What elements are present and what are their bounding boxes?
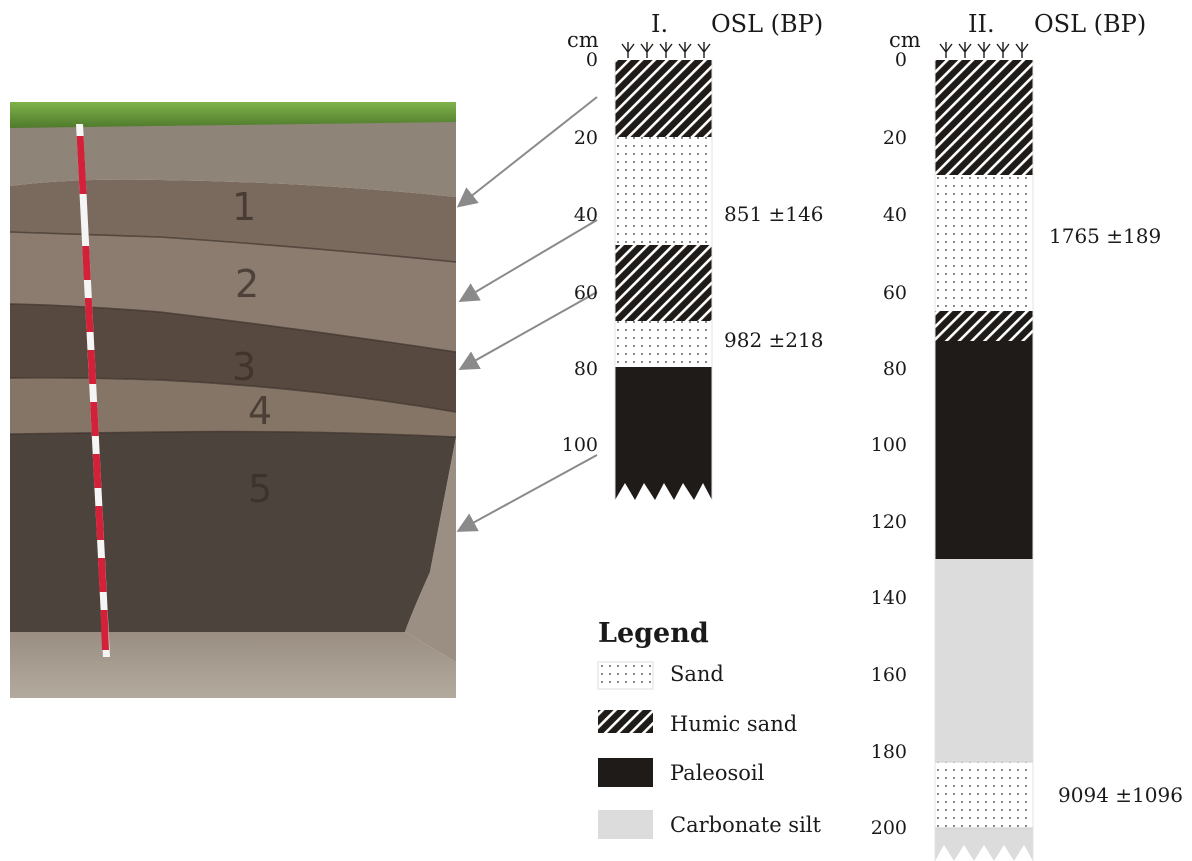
p2-tick: 100	[870, 434, 907, 456]
p2-layer-carbonate-silt-bottom	[935, 828, 1033, 861]
p1-tick: 0	[585, 49, 598, 71]
p2-tick: 200	[870, 817, 907, 839]
p2-osl-date-2: 9094 ±1096	[1058, 783, 1183, 807]
p2-tick: 160	[870, 664, 907, 686]
horizon-4	[10, 377, 456, 437]
horizon-1	[10, 179, 456, 262]
p2-layer-sand	[935, 175, 1033, 311]
legend-swatch-sand	[597, 661, 654, 690]
horizon-number-5: 5	[248, 467, 272, 511]
arrow-horizon-1	[456, 96, 598, 208]
horizon-5	[10, 431, 456, 632]
p1-surface-symbols	[621, 42, 711, 58]
profile-wall-edge	[405, 412, 456, 662]
legend-swatch-carbonate-silt	[598, 810, 653, 839]
soil-profile-photo: 1 2 3 4 5	[10, 102, 456, 698]
p2-tick: 120	[870, 511, 907, 533]
horizon-number-3: 3	[232, 345, 256, 389]
arrow-horizon-3	[458, 291, 598, 370]
legend-label-paleosoil: Paleosoil	[670, 761, 765, 785]
p2-osl-header: OSL (BP)	[1034, 10, 1147, 38]
profile-1-column	[614, 42, 713, 500]
legend-label-humic-sand: Humic sand	[670, 712, 798, 736]
p2-layer-humic-sand-thin	[935, 311, 1033, 341]
p2-roman-label: II.	[968, 10, 995, 38]
p2-tick: 20	[882, 127, 907, 149]
p1-roman-label: I.	[651, 10, 669, 38]
p1-tick: 100	[561, 434, 598, 456]
horizon-boundaries	[10, 231, 456, 438]
p2-layer-carbonate-silt	[935, 559, 1033, 762]
p1-tick: 80	[573, 358, 598, 380]
p2-surface-symbols	[939, 42, 1029, 58]
horizon-3	[10, 304, 456, 412]
legend-swatch-humic-sand	[598, 710, 653, 733]
p2-layer-humic-sand-top	[935, 60, 1033, 175]
p1-osl-date-1: 851 ±146	[724, 202, 824, 226]
p2-tick: 0	[894, 49, 907, 71]
arrow-horizon-5	[456, 454, 598, 532]
pit-floor	[10, 632, 456, 698]
legend-title: Legend	[598, 618, 709, 649]
legend-swatch-paleosoil	[598, 758, 653, 787]
profile-2-column	[934, 42, 1034, 861]
legend-label-carbonate-silt: Carbonate silt	[670, 813, 821, 837]
measuring-scale-rod	[76, 124, 110, 657]
topsoil-layer	[10, 122, 456, 197]
horizon-number-4: 4	[248, 389, 272, 433]
p2-tick: 140	[870, 587, 907, 609]
p2-osl-date-1: 1765 ±189	[1049, 224, 1162, 248]
p1-osl-date-2: 982 ±218	[724, 328, 824, 352]
p2-layer-paleosoil	[935, 341, 1033, 559]
p1-tick: 60	[573, 282, 598, 304]
horizon-number-2: 2	[235, 262, 259, 306]
p2-layer-sand-bottom	[935, 762, 1033, 828]
p1-unit-label: cm	[567, 28, 599, 52]
p1-osl-header: OSL (BP)	[711, 10, 824, 38]
p2-tick: 60	[882, 282, 907, 304]
p1-tick: 40	[573, 204, 598, 226]
arrow-horizon-2	[458, 219, 598, 303]
p1-tick: 20	[573, 127, 598, 149]
correlation-arrows	[456, 96, 598, 532]
p1-layer-sand-upper	[615, 137, 712, 245]
horizon-2	[10, 232, 456, 352]
p1-layer-humic-sand-mid	[615, 245, 712, 321]
p1-layer-paleosoil	[615, 367, 712, 500]
legend-label-sand: Sand	[670, 662, 724, 686]
p2-tick: 40	[882, 204, 907, 226]
p2-tick: 80	[882, 358, 907, 380]
p1-layer-humic-sand-top	[615, 60, 712, 137]
p2-tick: 180	[870, 741, 907, 763]
p2-unit-label: cm	[889, 28, 921, 52]
horizon-number-1: 1	[232, 185, 256, 229]
legend-swatches	[597, 661, 654, 839]
p1-layer-sand-lower	[615, 321, 712, 367]
